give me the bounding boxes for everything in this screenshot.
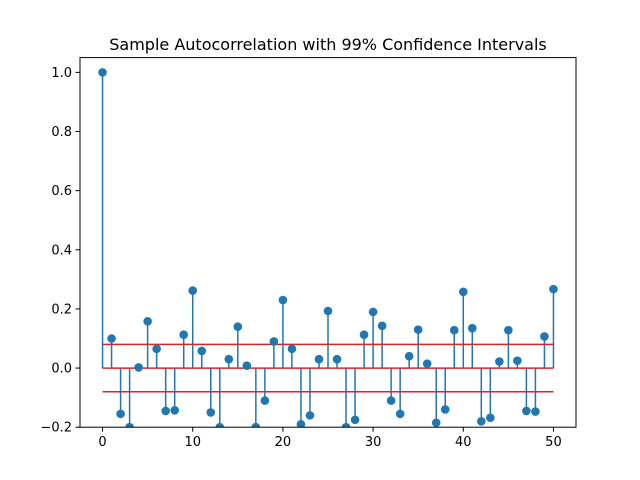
stem-marker: [242, 361, 252, 370]
stem-marker: [350, 415, 360, 425]
stem-marker: [287, 344, 297, 354]
stem-marker: [98, 68, 107, 77]
x-tick-label: 10: [184, 435, 201, 450]
stem-marker: [341, 422, 351, 428]
stem-marker: [522, 406, 531, 416]
stem-marker: [116, 409, 125, 419]
y-axis: −0.2 0.0 0.2 0.4 0.6 0.8 1.0: [40, 66, 80, 436]
stem-marker: [233, 322, 243, 331]
stem-marker: [260, 396, 270, 405]
stem-marker: [224, 354, 234, 364]
stem-marker: [395, 409, 405, 419]
x-tick-label: 0: [98, 435, 106, 450]
stem-marker: [531, 407, 540, 416]
stem-marker: [206, 408, 216, 417]
stem-marker: [152, 344, 161, 354]
stem-marker: [458, 287, 468, 297]
stem-marker: [440, 405, 450, 414]
stem-marker: [449, 325, 459, 335]
y-tick-label: 1.0: [51, 66, 72, 81]
stem-marker: [513, 356, 522, 365]
x-tick-label: 30: [365, 435, 382, 450]
plot-area: [98, 68, 558, 428]
x-axis: 0 10 20 30 40 50: [98, 427, 562, 450]
stem-marker: [477, 416, 486, 426]
stem-marker: [296, 419, 306, 428]
stem-marker: [215, 422, 225, 428]
y-tick-label: −0.2: [40, 421, 72, 436]
stem-marker: [125, 422, 134, 428]
y-tick-label: 0.0: [51, 362, 72, 377]
stem-marker: [495, 357, 504, 366]
stem-marker: [359, 330, 369, 339]
stem-marker: [486, 413, 495, 423]
stem-marker: [134, 363, 143, 372]
stem-marker: [431, 418, 441, 428]
stem-marker: [422, 359, 432, 368]
stem-marker: [323, 306, 333, 316]
stem-marker: [161, 406, 170, 416]
stem-marker: [170, 406, 179, 415]
y-tick-label: 0.2: [51, 302, 72, 317]
stem-marker: [278, 295, 288, 305]
chart-title: Sample Autocorrelation with 99% Confiden…: [109, 35, 547, 54]
axes-frame: [79, 57, 577, 428]
stem-marker: [368, 307, 378, 317]
stem-marker: [107, 334, 116, 343]
x-tick-label: 50: [545, 435, 562, 450]
stem-marker: [467, 323, 477, 333]
stem-marker: [386, 396, 396, 405]
stem-marker: [188, 286, 198, 295]
y-tick-label: 0.8: [51, 125, 72, 140]
stem-marker: [269, 337, 279, 346]
stem-marker: [197, 346, 207, 356]
stem-marker: [179, 330, 189, 339]
stem-marker: [143, 317, 152, 326]
stem-marker: [413, 325, 423, 334]
stem-marker: [549, 284, 558, 294]
stem-marker: [540, 332, 549, 341]
y-tick-label: 0.6: [51, 184, 72, 199]
stem-marker: [504, 325, 513, 335]
x-tick-label: 20: [275, 435, 292, 450]
stem-marker: [404, 351, 414, 361]
y-tick-label: 0.4: [51, 243, 72, 258]
x-tick-label: 40: [455, 435, 472, 450]
stem-marker: [332, 354, 342, 364]
stem-marker: [251, 422, 261, 428]
stem-marker: [377, 321, 387, 331]
stem-marker: [305, 411, 315, 420]
stem-marker: [314, 354, 324, 364]
